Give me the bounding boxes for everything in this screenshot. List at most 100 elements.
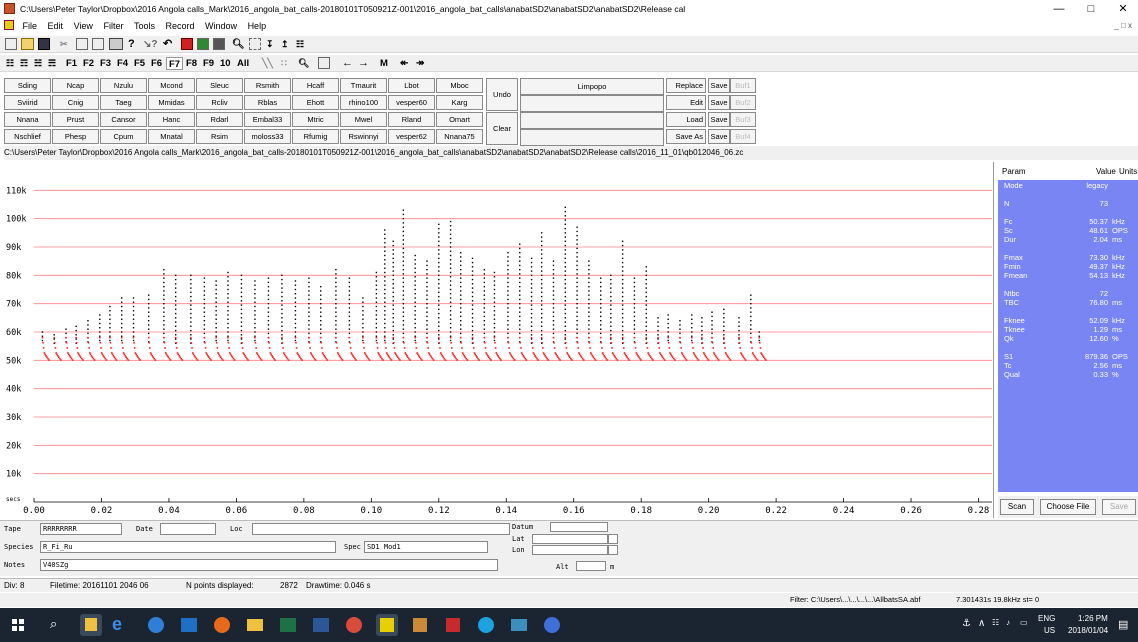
- save-buf3-button[interactable]: Save: [708, 112, 730, 127]
- species-button[interactable]: moloss33: [244, 129, 291, 144]
- slope-icon[interactable]: ╲╲: [262, 58, 273, 68]
- fkey-all[interactable]: All: [237, 58, 250, 69]
- menu-edit[interactable]: Edit: [47, 21, 64, 31]
- species-button[interactable]: Mwel: [340, 112, 387, 127]
- lon-field[interactable]: [532, 545, 608, 555]
- menu-filter[interactable]: Filter: [103, 21, 124, 31]
- species-button[interactable]: Embal33: [244, 112, 291, 127]
- species-button[interactable]: Sding: [4, 78, 51, 93]
- save-as-button[interactable]: Save As: [666, 129, 706, 144]
- species-button[interactable]: Cnig: [52, 95, 99, 110]
- forward-arrow-icon[interactable]: →: [358, 57, 369, 69]
- fkey-f6[interactable]: F6: [151, 58, 163, 69]
- fkey-f5[interactable]: F5: [134, 58, 146, 69]
- spec-field[interactable]: SD1 Mod1: [364, 541, 488, 553]
- notifications-icon[interactable]: ▤: [1118, 619, 1129, 631]
- people-tray-icon[interactable]: ⚓︎: [962, 618, 971, 629]
- loc-field[interactable]: [252, 523, 510, 535]
- species-button[interactable]: Cpum: [100, 129, 147, 144]
- species-button[interactable]: Rland: [388, 112, 435, 127]
- species-button[interactable]: Hanc: [148, 112, 195, 127]
- species-button[interactable]: Mtric: [292, 112, 339, 127]
- mdi-restore-controls[interactable]: _ □ x: [1114, 21, 1132, 30]
- outlook-icon[interactable]: [178, 614, 200, 636]
- menu-window[interactable]: Window: [205, 21, 238, 31]
- species-button[interactable]: Nnana: [4, 112, 51, 127]
- scale-up-icon[interactable]: ↥: [281, 39, 289, 49]
- menu-help[interactable]: Help: [247, 21, 267, 31]
- species-button[interactable]: Cansor: [100, 112, 147, 127]
- species-button[interactable]: Prust: [52, 112, 99, 127]
- network-tray-icon[interactable]: ☷: [992, 618, 1000, 627]
- new-file-icon[interactable]: [5, 38, 17, 50]
- species-button[interactable]: Phesp: [52, 129, 99, 144]
- species-button[interactable]: Mcond: [148, 78, 195, 93]
- species-button[interactable]: Rdarl: [196, 112, 243, 127]
- close-button[interactable]: ✕: [1118, 3, 1128, 15]
- excel-icon[interactable]: [277, 614, 299, 636]
- volume-tray-icon[interactable]: ♪: [1006, 618, 1010, 627]
- fkey-f7[interactable]: F7: [166, 57, 184, 70]
- datum-field[interactable]: [550, 522, 608, 532]
- load-button[interactable]: Load: [666, 112, 706, 127]
- back-arrow-icon[interactable]: ←: [342, 57, 353, 69]
- species-button[interactable]: Omart: [436, 112, 483, 127]
- network-icon[interactable]: ☷: [296, 39, 305, 49]
- species-button[interactable]: Rswinnyi: [340, 129, 387, 144]
- save-panel-button[interactable]: Save: [1102, 499, 1136, 515]
- undo-arrow-icon[interactable]: ↶: [163, 38, 173, 50]
- save-disk-icon[interactable]: [38, 38, 50, 50]
- skype-icon[interactable]: [475, 614, 497, 636]
- battery-tray-icon[interactable]: ▭: [1020, 618, 1028, 627]
- tape-field[interactable]: RRRRRRRR: [40, 523, 122, 535]
- stop-icon[interactable]: [213, 38, 225, 50]
- frame-icon[interactable]: [318, 57, 330, 69]
- edge-icon[interactable]: e: [112, 614, 123, 634]
- menu-file[interactable]: File: [22, 21, 38, 31]
- save-buf1-button[interactable]: Save: [708, 78, 730, 93]
- filter-b-icon[interactable]: ☶: [20, 58, 29, 68]
- species-button[interactable]: Taeg: [100, 95, 147, 110]
- species-button[interactable]: vesper60: [388, 95, 435, 110]
- fkey-10[interactable]: 10: [220, 58, 231, 69]
- species-button[interactable]: Rcliv: [196, 95, 243, 110]
- minimize-button[interactable]: —: [1053, 3, 1065, 15]
- lon-hemisphere[interactable]: [608, 545, 618, 555]
- filter-c-icon[interactable]: ☵: [34, 58, 43, 68]
- species-button[interactable]: rhino100: [340, 95, 387, 110]
- zoom-icon[interactable]: 🔍︎: [232, 39, 245, 50]
- species-button[interactable]: Rsim: [196, 129, 243, 144]
- lat-field[interactable]: [532, 534, 608, 544]
- context-help-icon[interactable]: ↘?: [143, 39, 158, 50]
- species-button[interactable]: Rblas: [244, 95, 291, 110]
- species-button[interactable]: Rsmith: [244, 78, 291, 93]
- species-button[interactable]: Hcaff: [292, 78, 339, 93]
- species-field[interactable]: R_Fi_Ru: [40, 541, 336, 553]
- species-button[interactable]: Lbot: [388, 78, 435, 93]
- menu-tools[interactable]: Tools: [133, 21, 155, 31]
- chrome-icon[interactable]: [343, 614, 365, 636]
- fkey-f2[interactable]: F2: [83, 58, 95, 69]
- species-button[interactable]: Nzulu: [100, 78, 147, 93]
- edit-button[interactable]: Edit: [666, 95, 706, 110]
- fkey-f9[interactable]: F9: [203, 58, 215, 69]
- save-buf2-button[interactable]: Save: [708, 95, 730, 110]
- species-button[interactable]: Rfumig: [292, 129, 339, 144]
- location-field[interactable]: Limpopo: [520, 78, 664, 95]
- blank-field-1[interactable]: [520, 95, 664, 112]
- windows-start-icon[interactable]: [12, 619, 24, 631]
- notes-field[interactable]: V40SZg: [40, 559, 498, 571]
- clear-button[interactable]: Clear: [486, 112, 518, 145]
- replace-button[interactable]: Replace: [666, 78, 706, 93]
- scatter-icon[interactable]: ∷: [281, 58, 287, 68]
- copy-icon[interactable]: [76, 38, 88, 50]
- scale-down-icon[interactable]: ↧: [266, 39, 274, 49]
- scan-button[interactable]: Scan: [1000, 499, 1034, 515]
- species-button[interactable]: Mboc: [436, 78, 483, 93]
- record-icon[interactable]: [181, 38, 193, 50]
- species-button[interactable]: Sviirid: [4, 95, 51, 110]
- choose-file-button[interactable]: Choose File: [1040, 499, 1096, 515]
- fkey-f8[interactable]: F8: [186, 58, 198, 69]
- sonogram-plot[interactable]: 110k 100k 90k 80k 70k 60k 50k 40k 30k 20k 10k 0.00 0…: [4, 162, 994, 518]
- species-button[interactable]: Ncap: [52, 78, 99, 93]
